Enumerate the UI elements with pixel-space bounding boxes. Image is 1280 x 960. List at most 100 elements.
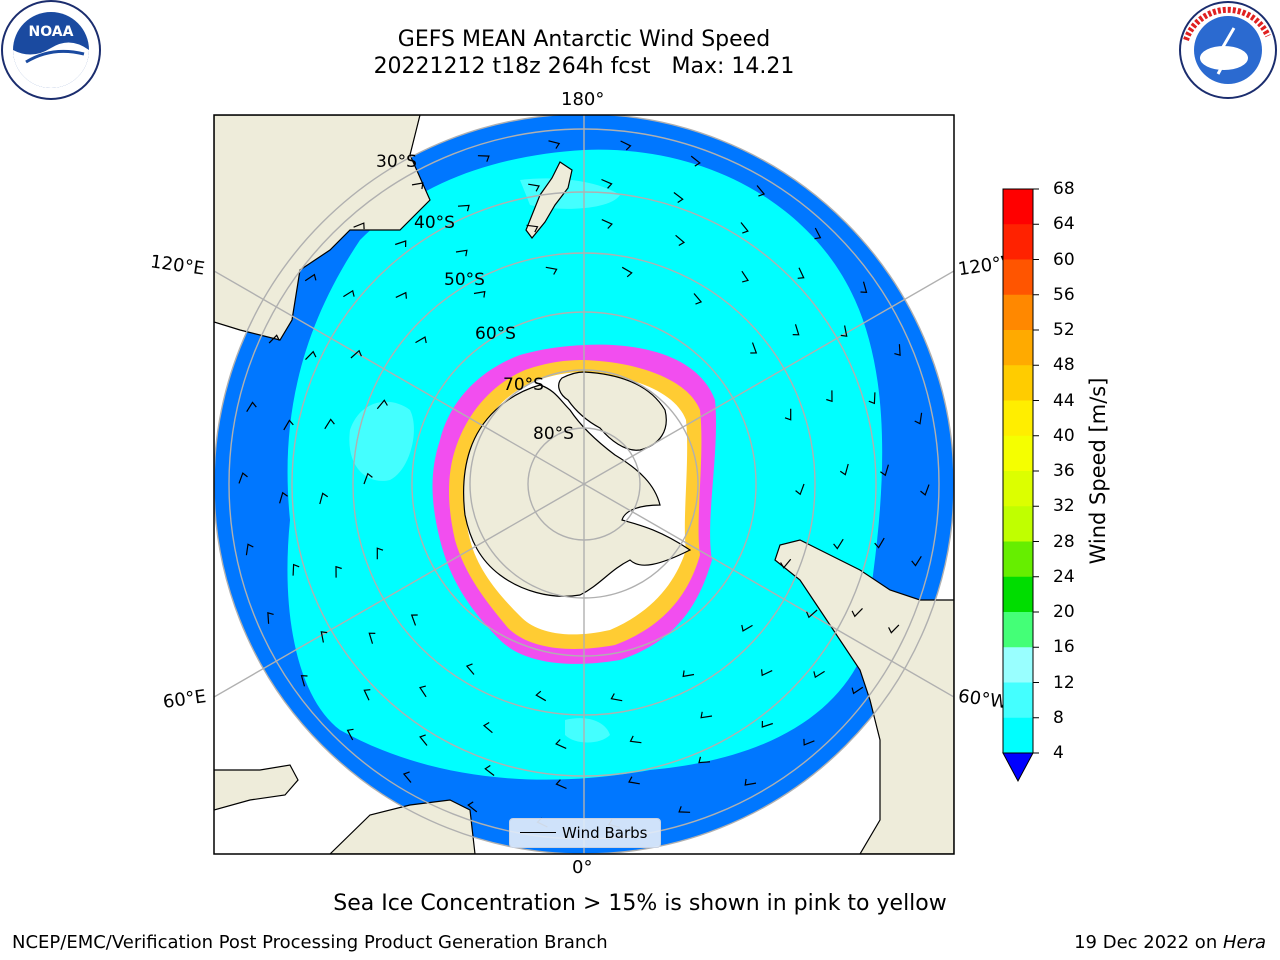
colorbar-tick-label: 12 (1053, 672, 1075, 693)
lat-label-40s: 40°S (414, 213, 455, 233)
wind-barb (528, 183, 540, 192)
colorbar-tick-label: 36 (1053, 461, 1075, 481)
colorbar-tick-label: 40 (1053, 425, 1075, 446)
colorbar-bin (1003, 330, 1033, 366)
colorbar-tick-label: 28 (1053, 531, 1075, 552)
wind-barb (620, 140, 632, 151)
wind-barb (411, 182, 424, 190)
wind-barb (368, 632, 376, 644)
wind-barb (678, 806, 691, 813)
colorbar-bin (1003, 471, 1033, 507)
wind-barb (851, 607, 863, 618)
wind-barb (813, 670, 825, 679)
wind-barb (761, 669, 773, 677)
wind-barb (621, 266, 633, 278)
colorbar-tick-label: 24 (1053, 566, 1075, 587)
wind-barb (797, 267, 805, 279)
wind-barb (874, 537, 885, 549)
wind-barb (814, 227, 822, 240)
wind-barb (376, 547, 384, 560)
wind-barb (343, 289, 355, 298)
colorbar-bin (1003, 294, 1033, 331)
wind-barb (419, 734, 428, 746)
wind-barb (267, 611, 274, 624)
wind-barb (920, 484, 930, 496)
lat-label-70s: 70°S (503, 375, 544, 395)
madagascar (214, 764, 299, 811)
wind-barb (750, 342, 758, 354)
colorbar-tick-label: 8 (1053, 707, 1064, 728)
new-zealand (525, 161, 573, 239)
wind-barb (402, 771, 412, 783)
colorbar-tick-label: 20 (1053, 602, 1075, 622)
wind-barb (353, 222, 365, 230)
land-masses (214, 115, 954, 854)
wind-barb (698, 756, 711, 764)
noaa-logo-text: NOAA (29, 24, 74, 40)
wind-barb (784, 408, 792, 421)
chart-subtitle: 20221212 t18z 264h fcst Max: 14.21 (0, 54, 1168, 80)
wind-barb (555, 779, 567, 790)
wind-barb (376, 399, 388, 410)
wind-barb (548, 140, 561, 149)
wind-barb (526, 224, 539, 233)
run-info: 20221212 t18z 264h fcst (373, 54, 651, 79)
wind-barb (860, 281, 868, 293)
wind-barb (292, 563, 300, 576)
wind-barbs-legend: Wind Barbs (509, 818, 661, 848)
wind-barb (803, 738, 815, 746)
wind-barb (477, 155, 490, 162)
wind-barb (741, 270, 749, 283)
colorbar-bin (1003, 365, 1033, 401)
graticule (214, 115, 954, 854)
wind-barb (304, 273, 317, 282)
colorbar-tick-label: 60 (1053, 249, 1075, 270)
wind-barb (319, 492, 329, 505)
wind-barb (305, 350, 317, 361)
wind-barb (610, 693, 623, 702)
wind-barb (840, 325, 848, 337)
lon-label-180: 180° (561, 89, 605, 110)
colorbar (1002, 188, 1039, 783)
legend-line-swatch (520, 832, 556, 834)
wind-barb (419, 685, 427, 698)
colorbar-bin (1003, 224, 1033, 260)
wind-barb (363, 472, 373, 485)
lat-label-50s: 50°S (444, 270, 485, 290)
colorbar-tick-label: 48 (1053, 355, 1075, 376)
wind-barb (473, 290, 486, 298)
wind-barb (455, 249, 468, 257)
footer-left: NCEP/EMC/Verification Post Processing Pr… (12, 932, 608, 953)
wind-barb (826, 390, 833, 403)
wind-barb (246, 401, 257, 413)
wind-barb (628, 776, 640, 785)
wind-barb (467, 801, 478, 813)
wind-barb (601, 178, 613, 189)
wind-barb (279, 491, 288, 504)
wind-barb (880, 464, 889, 477)
colorbar-title: Wind Speed [m/s] (1086, 377, 1110, 565)
wind-barb (839, 463, 849, 476)
wind-barb (545, 266, 558, 275)
lat-label-80s: 80°S (533, 424, 574, 444)
wind-barb (300, 675, 308, 687)
wind-barb (740, 222, 749, 234)
wind-barb (601, 219, 613, 229)
wind-barb (690, 155, 701, 167)
colorbar-bin (1003, 435, 1033, 472)
colorbar-tick-label: 64 (1053, 214, 1075, 235)
wind-barb (673, 192, 684, 204)
wind-barb (535, 690, 547, 702)
wind-barb (914, 412, 923, 425)
lat-label-60s: 60°S (475, 324, 516, 344)
wind-barb (395, 240, 407, 248)
wind-barb (629, 735, 642, 744)
wind-barb (792, 324, 800, 336)
wind-barb (410, 614, 418, 626)
wind-barb (363, 689, 371, 701)
wind-barb (741, 624, 753, 632)
wind-barb (806, 609, 818, 619)
map-frame (213, 114, 955, 855)
wind-barb (395, 291, 407, 299)
